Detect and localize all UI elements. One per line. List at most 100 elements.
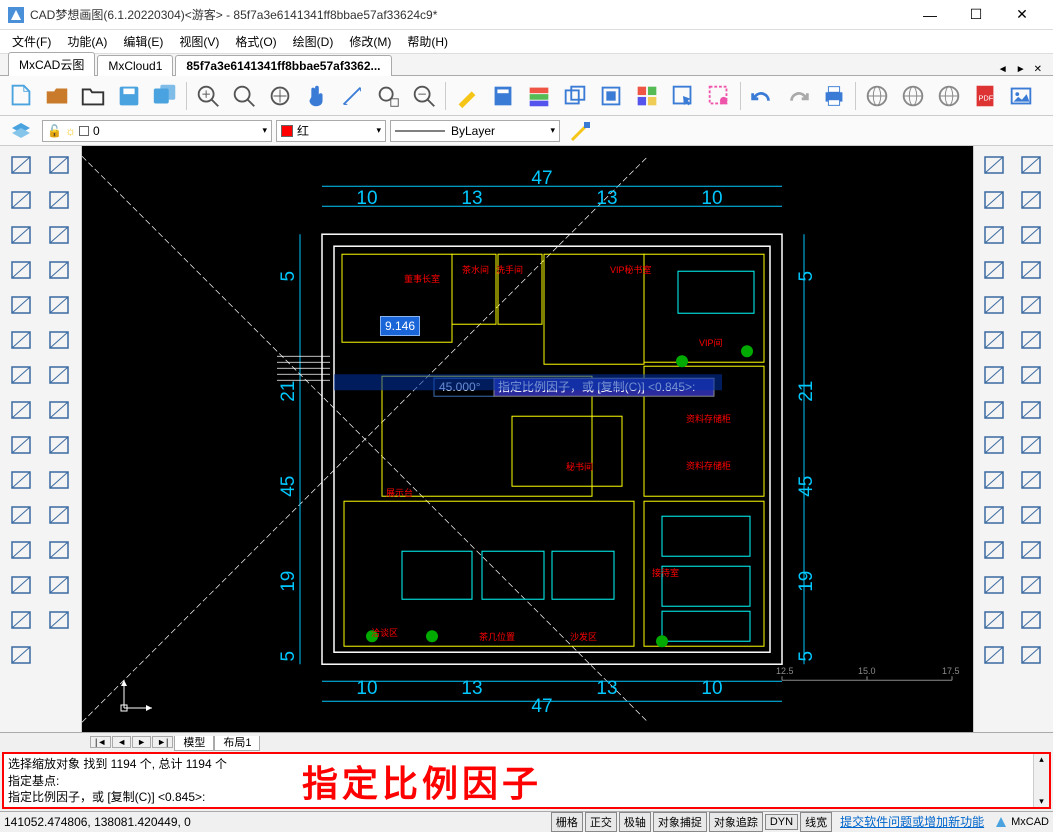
point-icon[interactable] [2,498,39,532]
shape-icon[interactable] [976,358,1012,392]
menu-item[interactable]: 绘图(D) [285,30,342,53]
arc-tool-icon[interactable] [976,498,1012,532]
status-toggle[interactable]: DYN [765,814,798,830]
line-icon[interactable] [40,148,77,182]
chamfer-icon[interactable] [1013,463,1049,497]
maximize-button[interactable]: ☐ [953,0,999,30]
circle-tool-icon[interactable] [976,288,1012,322]
eraser-icon[interactable] [1013,148,1049,182]
command-scrollbar[interactable]: ▴▾ [1033,754,1049,807]
spline2-icon[interactable] [40,393,77,427]
cube-icon[interactable] [1013,603,1049,637]
eraser-pencil-icon[interactable] [450,79,484,113]
trim-icon[interactable] [1013,533,1049,567]
letter-a-icon[interactable] [2,638,39,672]
ellipse2-icon[interactable] [40,428,77,462]
zoom-realtime-icon[interactable] [407,79,441,113]
status-toggle[interactable]: 极轴 [619,812,651,832]
ws-scroll-first-icon[interactable]: |◄ [90,736,111,748]
save-icon[interactable] [112,79,146,113]
color-dropdown[interactable]: 红 ▾ [276,120,386,142]
workspace-tab[interactable]: 布局1 [214,736,260,751]
pdf-export-icon[interactable]: PDF [968,79,1002,113]
workspace-tab[interactable]: 模型 [174,736,214,751]
hatch-tool-icon[interactable] [976,463,1012,497]
tab-next-icon[interactable]: ► [1013,64,1029,75]
text-icon[interactable] [2,183,39,217]
conc-icon[interactable] [976,393,1012,427]
hatch-icon[interactable] [2,218,39,252]
rotate-icon[interactable] [1013,253,1049,287]
dim-align-icon[interactable] [976,183,1012,217]
dim-angle-icon[interactable] [976,253,1012,287]
offset-icon[interactable] [1013,393,1049,427]
cube2-icon[interactable] [1013,638,1049,672]
pentagon-icon[interactable] [2,253,39,287]
copy-frame-icon[interactable] [558,79,592,113]
layer-dropdown[interactable]: 🔓 ☼ 0 ▾ [42,120,272,142]
hexagon-icon[interactable] [40,253,77,287]
zoom-extents-icon[interactable] [263,79,297,113]
document-tab[interactable]: MxCAD云图 [8,52,95,76]
ws-scroll-prev-icon[interactable]: ◄ [112,736,131,748]
ellipse-icon[interactable] [2,428,39,462]
document-tab[interactable]: 85f7a3e6141341ff8bbae57af3362... [175,55,391,76]
tab-prev-icon[interactable]: ◄ [995,64,1011,75]
menu-item[interactable]: 修改(M) [341,30,399,53]
globe2-icon[interactable] [896,79,930,113]
block-icon[interactable] [40,533,77,567]
globe-icon[interactable] [860,79,894,113]
status-toggle[interactable]: 线宽 [800,812,832,832]
zoom-in-plus-icon[interactable] [191,79,225,113]
stretch-icon[interactable] [1013,358,1049,392]
document-tab[interactable]: MxCloud1 [97,55,173,76]
extend-icon[interactable] [1013,568,1049,602]
cloud-icon[interactable] [2,568,39,602]
menu-item[interactable]: 功能(A) [59,30,115,53]
scale-icon[interactable] [1013,323,1049,357]
break-icon[interactable] [976,603,1012,637]
xline-icon[interactable] [2,603,39,637]
wipeout-icon[interactable] [40,463,77,497]
menu-item[interactable]: 格式(O) [227,30,284,53]
status-toggle[interactable]: 对象追踪 [709,812,763,832]
globe3-icon[interactable] [932,79,966,113]
new-file-icon[interactable] [4,79,38,113]
rect-dashed-icon[interactable] [40,288,77,322]
rect-icon[interactable] [2,288,39,322]
menu-item[interactable]: 文件(F) [4,30,59,53]
divide-icon[interactable] [40,498,77,532]
hatch2-icon[interactable] [40,218,77,252]
spline-icon[interactable] [2,393,39,427]
donut-icon[interactable] [2,463,39,497]
revision-icon[interactable] [40,568,77,602]
dim-vert-icon[interactable] [976,218,1012,252]
status-toggle[interactable]: 栅格 [551,812,583,832]
layers-panel-icon[interactable] [522,79,556,113]
menu-item[interactable]: 帮助(H) [399,30,456,53]
status-toggle[interactable]: 正交 [585,812,617,832]
ray-icon[interactable] [40,603,77,637]
undo-icon[interactable] [745,79,779,113]
minimize-button[interactable]: — [907,0,953,30]
close-button[interactable]: ✕ [999,0,1045,30]
tol-icon[interactable] [976,568,1012,602]
status-toggle[interactable]: 对象捕捉 [653,812,707,832]
arc-dim-icon[interactable] [976,323,1012,357]
select-icon[interactable] [666,79,700,113]
print-icon[interactable] [817,79,851,113]
zoom-window-icon[interactable] [371,79,405,113]
polyline-icon[interactable] [40,183,77,217]
stack-icon[interactable] [976,428,1012,462]
tab-close-icon[interactable]: ✕ [1031,64,1045,75]
feedback-link[interactable]: 提交软件问题或增加新功能 [840,813,984,830]
move-cross-icon[interactable] [1013,218,1049,252]
calc-icon[interactable] [486,79,520,113]
arc-icon[interactable] [2,323,39,357]
circle-icon[interactable] [2,358,39,392]
paste-frame-icon[interactable] [594,79,628,113]
open-folder-icon[interactable] [40,79,74,113]
color-cubes-icon[interactable] [630,79,664,113]
ws-scroll-next-icon[interactable]: ► [132,736,151,748]
dim-linear-icon[interactable] [976,148,1012,182]
